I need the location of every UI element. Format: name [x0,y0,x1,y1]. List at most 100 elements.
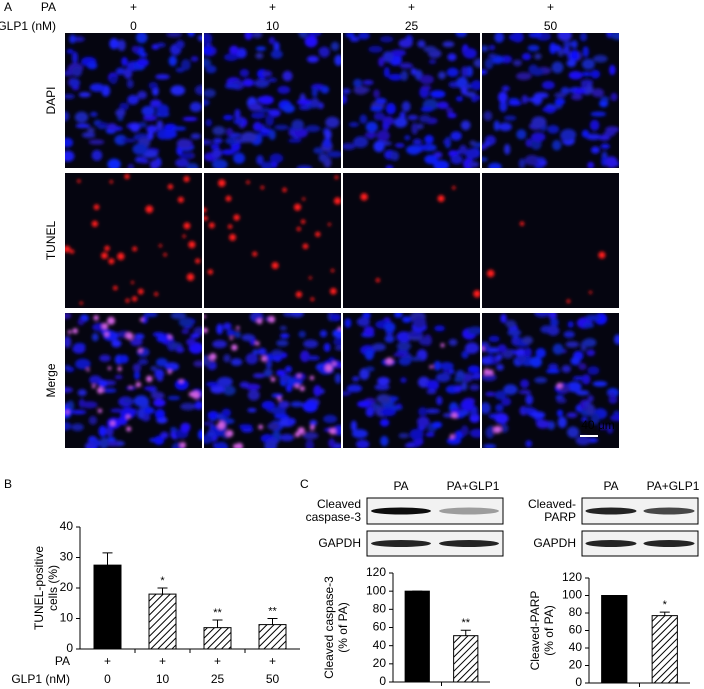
nucleus [353,78,363,88]
nucleus [428,59,437,65]
nucleus [179,152,194,159]
nucleus [333,337,341,347]
pa-mark: + [408,0,415,14]
nucleus [84,442,96,448]
nucleus [257,347,267,356]
nucleus [398,433,410,439]
nucleus [484,58,494,70]
nucleus [434,325,445,332]
apoptotic-cell [209,353,217,361]
nucleus [581,417,588,422]
micrograph [65,173,202,308]
nucleus [132,143,148,155]
nucleus [521,95,529,104]
nucleus [149,159,159,168]
nucleus [581,71,592,77]
micrograph [65,313,202,448]
apoptotic-cell [65,245,71,253]
apoptotic-cell [108,258,115,265]
nucleus [285,383,293,393]
nucleus [608,395,618,404]
panel-label: A [4,0,12,14]
nucleus [410,356,423,362]
nucleus [65,386,73,393]
nucleus [593,54,608,63]
nucleus [409,428,424,440]
nucleus [583,338,597,348]
nucleus [465,148,479,160]
nucleus [210,384,225,394]
nucleus [233,118,245,125]
nucleus [524,154,540,166]
nucleus [552,139,562,151]
nucleus [65,150,75,162]
nucleus [560,128,577,141]
nucleus [483,110,493,121]
nucleus [567,426,580,438]
nucleus [482,144,488,150]
nucleus [140,159,150,164]
nucleus [126,79,134,89]
apoptotic-cell [310,297,315,302]
blot-label: GAPDH [318,536,361,550]
nucleus [277,85,291,94]
nucleus [172,126,187,131]
nucleus [229,45,239,55]
nucleus [531,411,546,419]
nucleus [590,111,607,117]
nucleus [487,53,498,59]
nucleus [248,103,263,112]
nucleus [194,84,202,96]
apoptotic-cell [204,215,208,221]
pa-mark: + [130,0,137,14]
nucleus [455,96,464,102]
nucleus [271,393,284,398]
nucleus [609,64,616,76]
nucleus [581,129,590,138]
nucleus [447,53,457,62]
nucleus [320,85,330,94]
nucleus [97,122,109,127]
nucleus [91,149,103,161]
apoptotic-cell [124,173,130,180]
nucleus [325,116,340,129]
apoptotic-cell [186,273,195,281]
nucleus [587,395,594,403]
nucleus [503,115,517,121]
nucleus [488,162,502,168]
nucleus [550,44,562,52]
nucleus [380,435,389,447]
nucleus [522,336,534,345]
nucleus [605,156,618,168]
nucleus [530,356,543,368]
nucleus [582,46,589,58]
nucleus [70,409,87,415]
band [439,507,499,515]
apoptotic-cell [482,347,485,351]
nucleus [557,33,572,42]
apoptotic-cell [107,316,116,325]
nucleus [71,51,79,64]
micrograph-content [482,313,619,448]
nucleus [563,41,574,47]
nucleus [548,363,559,371]
bar [148,593,177,650]
blot-label: PARP [544,510,576,524]
nucleus [111,339,122,348]
nucleus [77,318,85,326]
nucleus [412,138,423,145]
nucleus [99,354,111,362]
nucleus [376,393,391,404]
nucleus [398,356,412,366]
pa-mark: + [547,0,554,14]
nucleus [527,44,540,52]
y-axis-label: (% of PA) [336,602,350,652]
nucleus [274,124,289,131]
apoptotic-cell [97,387,104,394]
nucleus [271,349,284,357]
nucleus [527,97,543,102]
apoptotic-cell [268,315,276,323]
nucleus [566,412,578,418]
apoptotic-cell [91,384,96,389]
